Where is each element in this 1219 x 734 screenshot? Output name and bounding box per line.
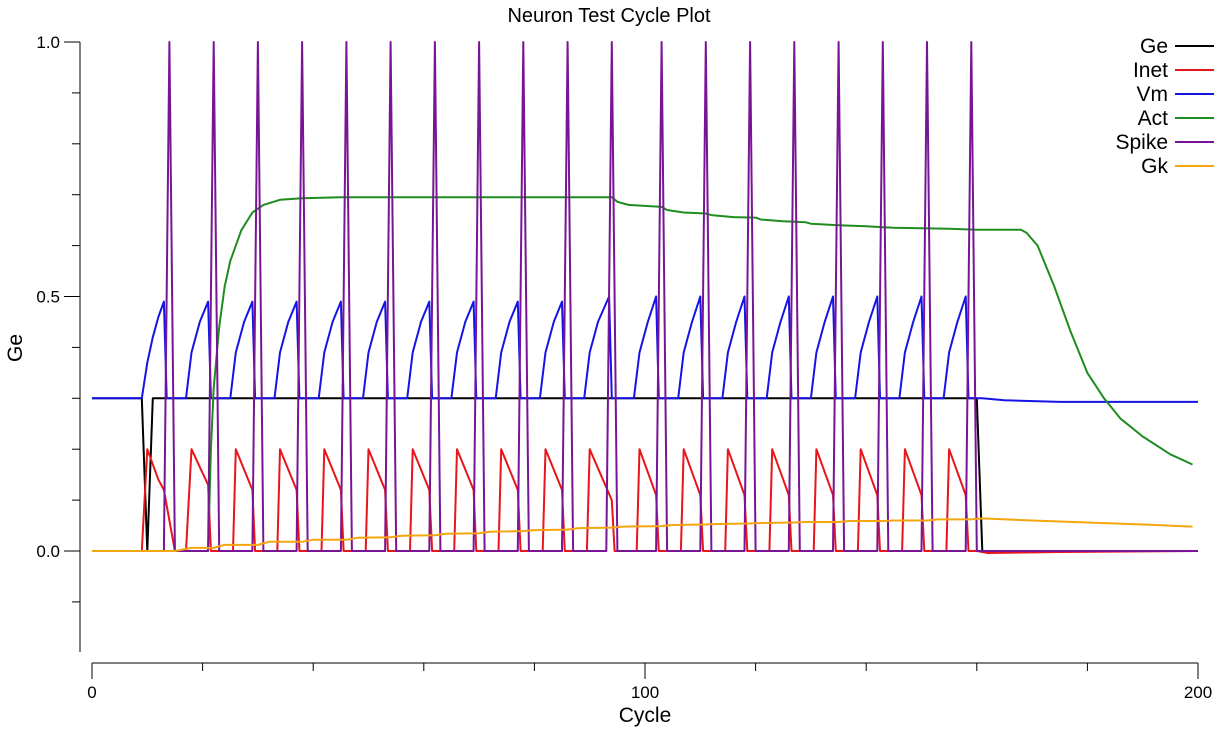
chart-title: Neuron Test Cycle Plot — [507, 5, 711, 27]
series-layer — [92, 41, 1199, 554]
y-axis-label: Ge — [4, 334, 27, 362]
legend-label-act: Act — [1138, 107, 1169, 130]
series-line-act — [92, 196, 1193, 552]
legend-label-gk: Gk — [1141, 155, 1168, 178]
x-tick-label: 200 — [1184, 683, 1212, 702]
y-tick-label: 0.0 — [36, 542, 60, 561]
legend-label-vm: Vm — [1137, 83, 1169, 106]
legend-label-inet: Inet — [1133, 59, 1168, 82]
series-line-gk — [92, 517, 1193, 552]
series-line-spike — [92, 41, 1198, 552]
legend-label-spike: Spike — [1115, 131, 1168, 154]
y-tick-label: 0.5 — [36, 288, 60, 307]
legend-label-ge: Ge — [1140, 35, 1168, 58]
x-tick-label: 100 — [631, 683, 659, 702]
x-axis-label: Cycle — [619, 704, 672, 727]
y-tick-label: 1.0 — [36, 33, 60, 52]
y-axis-ticks: 0.0 0.5 1.0 — [36, 33, 80, 603]
series-line-inet — [92, 448, 1199, 554]
series-line-vm — [92, 295, 1198, 403]
x-axis-ticks: 0 100 200 — [87, 663, 1212, 702]
x-tick-label: 0 — [87, 683, 96, 702]
series-line-ge — [92, 397, 1198, 552]
